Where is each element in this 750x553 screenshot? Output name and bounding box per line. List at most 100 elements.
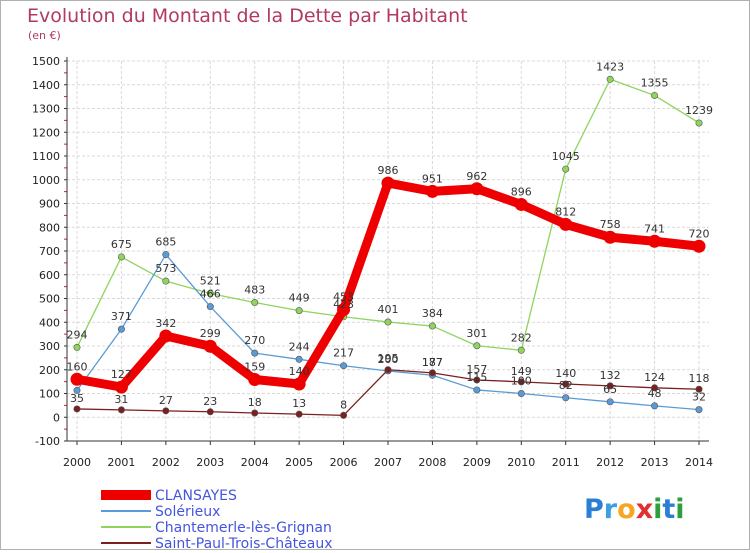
data-label: 401 bbox=[378, 303, 399, 316]
y-axis: -100 0 100 200 300 400 500 600 700 800 900 1000 1100… bbox=[32, 55, 68, 448]
data-label: 453 bbox=[333, 291, 354, 304]
data-label: 124 bbox=[644, 371, 665, 384]
data-label: 82 bbox=[559, 379, 573, 392]
data-label: 8 bbox=[340, 398, 347, 411]
y-tick-label: 200 bbox=[39, 364, 60, 377]
y-tick-label: 900 bbox=[39, 198, 60, 211]
data-label: 342 bbox=[155, 317, 176, 330]
data-point bbox=[562, 394, 570, 402]
data-label: 371 bbox=[111, 310, 132, 323]
data-point bbox=[651, 384, 659, 392]
data-label: 23 bbox=[203, 395, 217, 408]
legend-label: Solérieux bbox=[155, 504, 220, 520]
data-label: 741 bbox=[644, 222, 665, 235]
data-point bbox=[470, 182, 484, 196]
data-label: 160 bbox=[67, 360, 88, 373]
data-point bbox=[340, 362, 348, 370]
data-label: 149 bbox=[511, 365, 532, 378]
y-tick-label: 400 bbox=[39, 316, 60, 329]
data-point bbox=[295, 307, 303, 315]
y-tick-label: 100 bbox=[39, 388, 60, 401]
x-tick-label: 2012 bbox=[596, 456, 624, 469]
data-point bbox=[117, 406, 125, 414]
data-label: 294 bbox=[67, 328, 88, 341]
chart-title: Evolution du Montant de la Dette par Hab… bbox=[27, 5, 468, 27]
data-point bbox=[206, 303, 214, 311]
data-label: 466 bbox=[200, 288, 221, 301]
y-tick-label: 1500 bbox=[32, 55, 60, 68]
data-label: 1423 bbox=[596, 60, 624, 73]
logo-letter: i bbox=[675, 494, 684, 525]
data-point bbox=[606, 75, 614, 83]
data-point bbox=[428, 322, 436, 330]
data-point bbox=[648, 234, 662, 248]
data-label: 675 bbox=[111, 238, 132, 251]
data-label: 1239 bbox=[685, 104, 713, 117]
y-tick-label: -100 bbox=[35, 435, 60, 448]
x-tick-label: 2004 bbox=[241, 456, 269, 469]
data-label: 115 bbox=[466, 371, 487, 384]
x-tick-label: 2001 bbox=[107, 456, 135, 469]
data-label: 384 bbox=[422, 307, 443, 320]
data-point bbox=[517, 389, 525, 397]
data-label: 32 bbox=[692, 391, 706, 404]
legend-label: Chantemerle-lès-Grignan bbox=[155, 520, 332, 536]
y-tick-label: 1400 bbox=[32, 79, 60, 92]
data-label: 100 bbox=[511, 375, 532, 388]
data-label: 423 bbox=[333, 298, 354, 311]
data-point bbox=[70, 372, 84, 386]
data-point bbox=[248, 372, 262, 386]
data-label: 157 bbox=[466, 363, 487, 376]
data-label: 127 bbox=[111, 368, 132, 381]
data-point bbox=[162, 251, 170, 259]
logo-letter: t bbox=[662, 494, 675, 525]
x-tick-label: 2010 bbox=[507, 456, 535, 469]
data-label: 685 bbox=[155, 236, 176, 249]
data-label: 812 bbox=[555, 205, 576, 218]
data-label: 13 bbox=[292, 397, 306, 410]
series-2 bbox=[73, 75, 703, 354]
data-label: 200 bbox=[378, 353, 399, 366]
data-point bbox=[295, 410, 303, 418]
data-label: 65 bbox=[603, 383, 617, 396]
x-tick-label: 2005 bbox=[285, 456, 313, 469]
x-tick-label: 2003 bbox=[196, 456, 224, 469]
data-label: 483 bbox=[244, 284, 265, 297]
data-point bbox=[695, 119, 703, 127]
data-label: 521 bbox=[200, 275, 221, 288]
y-tick-label: 500 bbox=[39, 293, 60, 306]
data-point bbox=[162, 407, 170, 415]
data-label: 187 bbox=[422, 356, 443, 369]
data-point bbox=[73, 386, 81, 394]
series-0 bbox=[70, 176, 706, 394]
data-labels: 160 127 342 299 159 140 453 986 951 962 896 812 758 7… bbox=[67, 60, 714, 411]
x-tick-label: 2007 bbox=[374, 456, 402, 469]
data-point bbox=[162, 277, 170, 285]
data-point bbox=[473, 342, 481, 350]
legend-label: CLANSAYES bbox=[155, 488, 237, 504]
data-label: 140 bbox=[555, 367, 576, 380]
data-point bbox=[206, 408, 214, 416]
data-point bbox=[251, 349, 259, 357]
data-point bbox=[73, 405, 81, 413]
data-label: 48 bbox=[648, 387, 662, 400]
data-point bbox=[695, 406, 703, 414]
data-point bbox=[292, 377, 306, 391]
y-tick-label: 300 bbox=[39, 340, 60, 353]
data-label: 301 bbox=[466, 327, 487, 340]
x-tick-label: 2013 bbox=[641, 456, 669, 469]
data-label: 299 bbox=[200, 327, 221, 340]
proxiti-logo: Proxiti bbox=[584, 494, 685, 525]
data-label: 720 bbox=[689, 227, 710, 240]
data-label: 177 bbox=[422, 356, 443, 369]
chart-subtitle: (en €) bbox=[28, 29, 61, 42]
logo-letter: i bbox=[653, 494, 662, 525]
data-label: 31 bbox=[114, 393, 128, 406]
data-point bbox=[473, 386, 481, 394]
data-point bbox=[517, 346, 525, 354]
data-point bbox=[603, 230, 617, 244]
data-label: 35 bbox=[70, 392, 84, 405]
x-axis: 2000 2001 2002 2003 2004 2005 2006 2007 2008 2009… bbox=[63, 440, 713, 469]
x-tick-label: 2009 bbox=[463, 456, 491, 469]
